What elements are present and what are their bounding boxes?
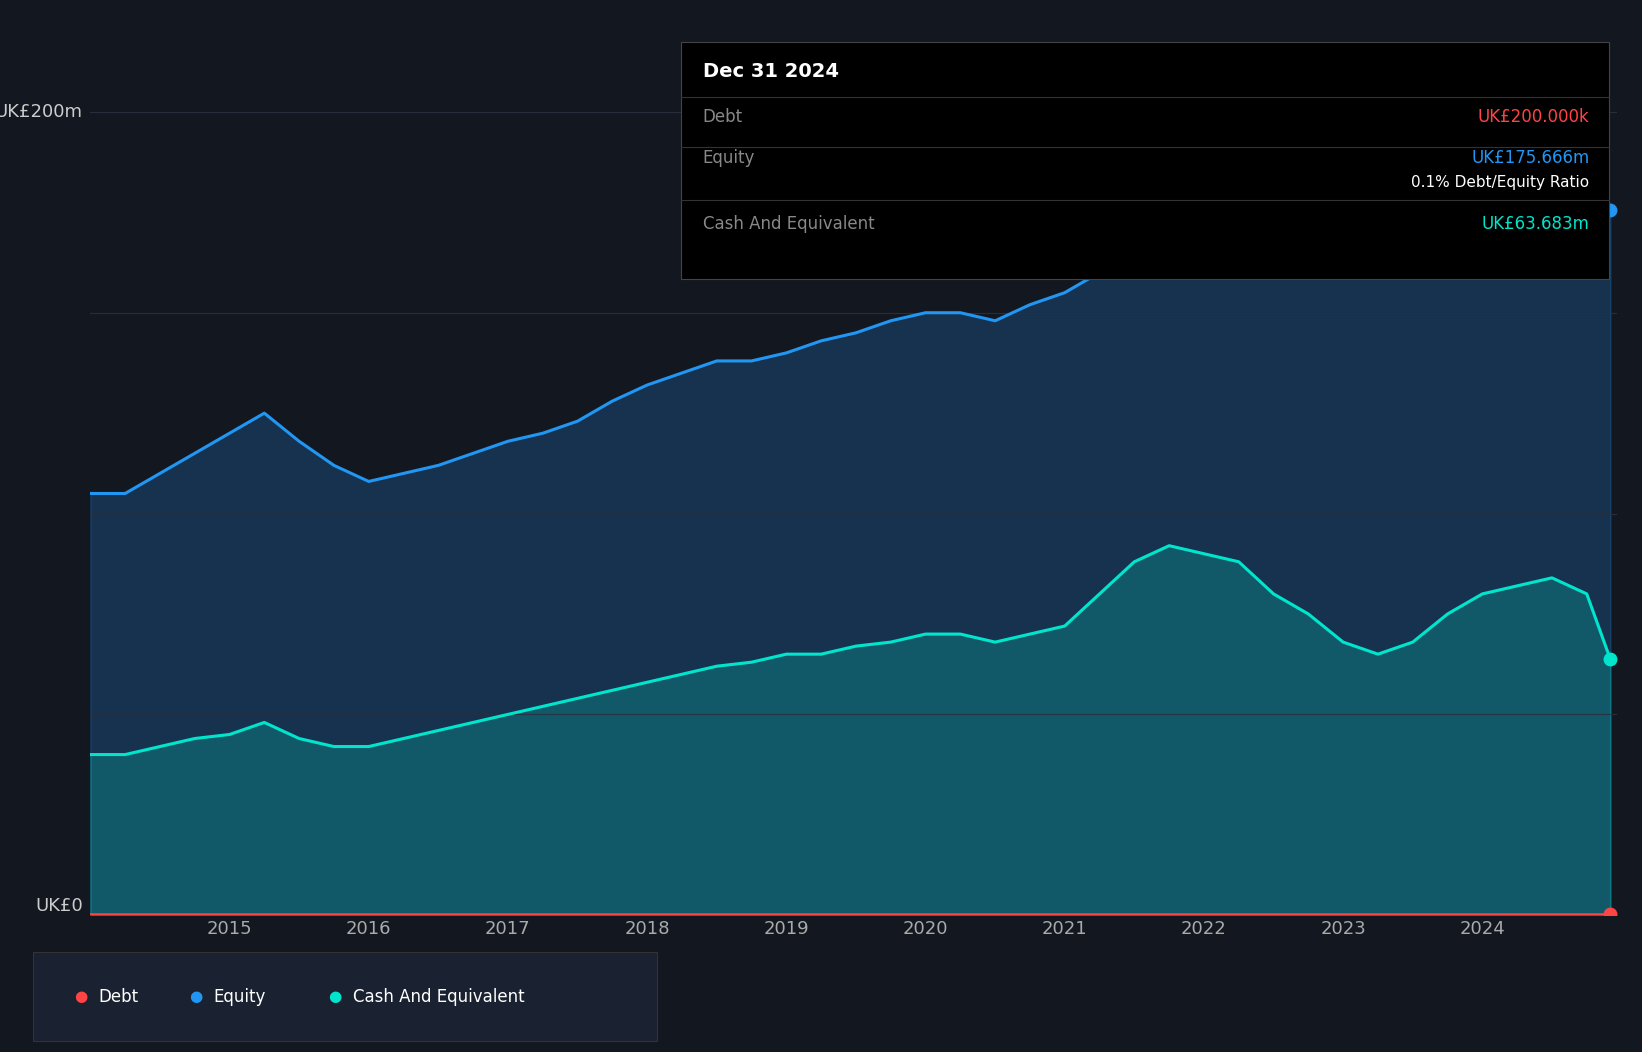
- Text: Debt: Debt: [99, 988, 138, 1006]
- Text: Debt: Debt: [703, 108, 742, 126]
- Text: ●: ●: [328, 989, 342, 1005]
- Text: Cash And Equivalent: Cash And Equivalent: [353, 988, 525, 1006]
- Text: UK£175.666m: UK£175.666m: [1471, 149, 1589, 167]
- Text: UK£200m: UK£200m: [0, 103, 82, 121]
- Text: ●: ●: [74, 989, 87, 1005]
- Text: Dec 31 2024: Dec 31 2024: [703, 62, 839, 81]
- Text: 0.1% Debt/Equity Ratio: 0.1% Debt/Equity Ratio: [1412, 176, 1589, 190]
- Text: Cash And Equivalent: Cash And Equivalent: [703, 216, 875, 234]
- Text: UK£200.000k: UK£200.000k: [1478, 108, 1589, 126]
- Text: ●: ●: [189, 989, 202, 1005]
- Text: UK£63.683m: UK£63.683m: [1481, 216, 1589, 234]
- Text: Equity: Equity: [703, 149, 755, 167]
- Text: UK£0: UK£0: [34, 897, 82, 915]
- Text: Equity: Equity: [213, 988, 266, 1006]
